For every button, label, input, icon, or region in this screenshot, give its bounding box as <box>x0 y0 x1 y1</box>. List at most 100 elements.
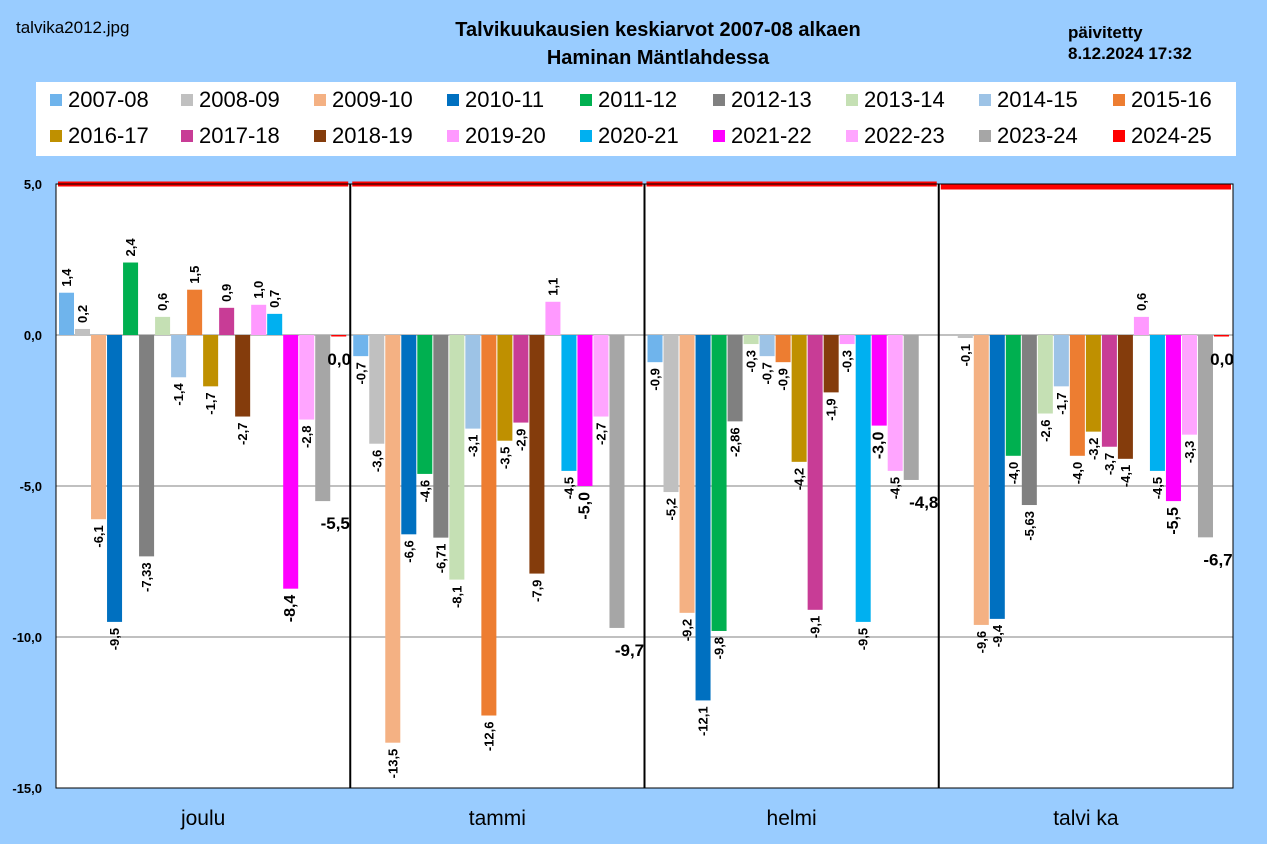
legend-label: 2021-22 <box>731 123 812 148</box>
bar <box>497 335 513 441</box>
data-label: -12,1 <box>696 706 711 736</box>
x-category-label: tammi <box>469 807 526 830</box>
bar <box>1181 335 1197 435</box>
data-label: -4,1 <box>1118 465 1133 487</box>
legend-swatch <box>1113 130 1125 142</box>
legend-item: 2018-19 <box>314 123 413 149</box>
legend-label: 2012-13 <box>731 87 812 112</box>
data-label: -2,7 <box>593 423 608 445</box>
data-label: -3,5 <box>497 447 512 469</box>
bar <box>1085 335 1101 432</box>
bar <box>807 335 823 610</box>
bar <box>855 335 871 622</box>
legend-swatch <box>447 94 459 106</box>
x-category-label: joulu <box>180 807 225 830</box>
bar <box>171 335 187 378</box>
bar <box>235 335 251 417</box>
bar <box>449 335 465 580</box>
bar <box>353 335 369 357</box>
bar <box>481 335 497 716</box>
bar <box>577 335 593 486</box>
bar <box>973 335 989 625</box>
bar <box>59 292 75 335</box>
legend-item: 2010-11 <box>447 87 544 113</box>
legend-label: 2015-16 <box>1131 87 1212 112</box>
data-label: 0,0 <box>327 350 351 369</box>
bar <box>369 335 385 444</box>
legend-item: 2022-23 <box>846 123 945 149</box>
legend-swatch <box>314 130 326 142</box>
bar <box>1133 316 1149 335</box>
updated-info: päivitetty 8.12.2024 17:32 <box>1068 22 1192 64</box>
bar <box>417 335 433 474</box>
bar <box>283 335 299 589</box>
data-label: -4,5 <box>888 477 903 499</box>
data-label: -4,2 <box>792 468 807 490</box>
bar <box>1069 335 1085 456</box>
chart-title-line2: Haminan Mäntlahdessa <box>546 47 770 69</box>
data-label: -4,0 <box>1070 462 1085 484</box>
data-label: -13,5 <box>385 749 400 779</box>
bar <box>203 335 219 387</box>
legend-label: 2013-14 <box>864 87 945 112</box>
bar <box>91 335 107 520</box>
data-label: -2,9 <box>513 429 528 451</box>
bar <box>791 335 807 462</box>
legend-swatch <box>447 130 459 142</box>
data-label: -5,0 <box>576 492 593 520</box>
data-label: -3,6 <box>369 450 384 472</box>
data-label: -6,6 <box>401 540 416 562</box>
bar <box>1117 335 1133 459</box>
legend-swatch <box>50 94 62 106</box>
bar <box>871 335 887 426</box>
legend-swatch <box>979 130 991 142</box>
legend-item: 2007-08 <box>50 87 149 113</box>
legend-item: 2012-13 <box>713 87 812 113</box>
legend-swatch <box>979 94 991 106</box>
data-label: -8,4 <box>282 595 299 623</box>
data-label: -9,7 <box>615 641 644 660</box>
bar <box>663 335 679 493</box>
data-label: -3,3 <box>1182 441 1197 463</box>
data-label: -6,71 <box>433 544 448 574</box>
updated-time: 8.12.2024 17:32 <box>1068 44 1192 63</box>
data-label: -7,33 <box>139 562 154 592</box>
legend-item: 2014-15 <box>979 87 1078 113</box>
bar <box>1101 335 1117 447</box>
bar <box>887 335 903 471</box>
legend-item: 2019-20 <box>447 123 546 149</box>
data-label: -9,6 <box>974 631 989 653</box>
y-tick-label: 5,0 <box>24 177 42 192</box>
legend-label: 2010-11 <box>465 87 545 112</box>
data-label: -9,5 <box>856 628 871 650</box>
data-label: -7,9 <box>529 580 544 602</box>
data-label: 1,0 <box>251 281 266 299</box>
data-label: -5,63 <box>1022 511 1037 541</box>
data-label: -8,1 <box>449 586 464 608</box>
legend-item: 2013-14 <box>846 87 945 113</box>
legend-label: 2014-15 <box>997 87 1078 112</box>
legend-swatch <box>181 94 193 106</box>
data-label: -9,2 <box>680 619 695 641</box>
data-label: -0,7 <box>353 362 368 384</box>
bar <box>315 335 331 502</box>
data-label: 0,6 <box>1134 293 1149 311</box>
legend-label: 2017-18 <box>199 123 280 148</box>
data-label: 2,4 <box>123 238 138 257</box>
data-label: 0,6 <box>155 293 170 311</box>
bar <box>433 335 449 538</box>
legend-item: 2023-24 <box>979 123 1078 149</box>
bar <box>139 335 155 557</box>
y-tick-label: -15,0 <box>12 781 42 796</box>
data-label: -3,7 <box>1102 453 1117 475</box>
data-label: -0,7 <box>760 362 775 384</box>
bar <box>123 262 139 335</box>
data-label: 0,9 <box>219 284 234 302</box>
data-label: -3,1 <box>465 435 480 457</box>
bar <box>775 335 791 363</box>
bar <box>609 335 625 628</box>
bar <box>647 335 663 363</box>
data-label: -3,0 <box>871 432 888 460</box>
legend-label: 2011-12 <box>598 87 678 112</box>
data-label: -0,3 <box>840 350 855 372</box>
